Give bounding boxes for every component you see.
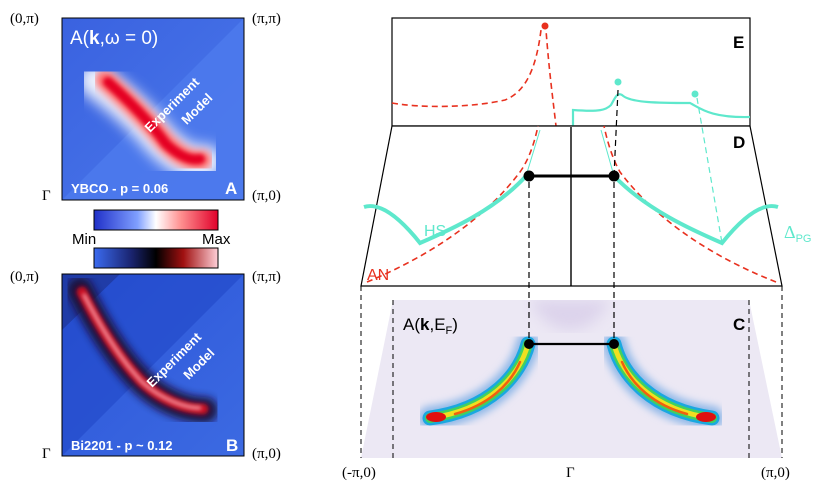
- panel-d-teal-dashed: [696, 97, 723, 244]
- panel-a-corner-top-right: (π,π): [252, 11, 281, 27]
- panel-d-hs-label: HS: [424, 223, 446, 240]
- panel-e-red-curve: [391, 24, 557, 127]
- panel-e-letter: E: [733, 33, 744, 52]
- colorbar-bottom: [93, 247, 219, 269]
- panel-e-red-peak-dot: [541, 22, 549, 30]
- panel-c-title: A(k,EF): [403, 315, 458, 337]
- colorbar-min-label: Min: [72, 231, 96, 248]
- panel-c-dot-right: [609, 339, 619, 349]
- panel-a-map: [62, 18, 244, 200]
- panel-b-letter: B: [226, 436, 238, 455]
- panel-b-corner-top-left: (0,π): [10, 269, 39, 285]
- panel-a-letter: A: [225, 179, 237, 198]
- panel-a-caption: YBCO - p = 0.06: [71, 181, 168, 196]
- panel-c-arcs: [418, 300, 724, 430]
- panel-d-an-label: AN: [367, 267, 389, 284]
- panel-a-corner-bottom-left: Γ: [42, 188, 51, 204]
- panel-a-corner-top-left: (0,π): [10, 11, 39, 27]
- x-axis-center-label: Γ: [566, 465, 575, 481]
- panel-a-title: A(k,ω = 0): [70, 28, 158, 49]
- panel-c-letter: C: [733, 315, 745, 334]
- panel-d-red-curve-right: [603, 125, 777, 283]
- panel-e-frame: [391, 17, 751, 127]
- panel-d-teal-thin-right: [600, 129, 615, 177]
- colorbar-top: [93, 209, 219, 231]
- panel-e-teal-dot-1: [614, 78, 622, 86]
- panel-b-caption: Bi2201 - p ~ 0.12: [71, 438, 173, 453]
- panel-b-corner-top-right: (π,π): [252, 269, 281, 285]
- panel-d-teal-hs-right: [612, 174, 779, 246]
- panel-d-red-curve-left: [366, 125, 539, 283]
- panel-b-map: [62, 274, 244, 456]
- panel-b-corner-bottom-right: (π,0): [252, 446, 281, 462]
- panel-d-pg-label: ΔPG: [784, 222, 811, 245]
- panel-d-teal-thin-left: [525, 129, 541, 177]
- panel-d-teal-hs-left: [363, 174, 528, 246]
- panel-a-corner-bottom-right: (π,0): [252, 188, 281, 204]
- x-axis-right-label: (π,0): [761, 465, 790, 481]
- panel-c-dot-left: [524, 339, 534, 349]
- x-axis-left-label: (-π,0): [342, 465, 376, 481]
- panel-e-to-d-dashed: [613, 89, 619, 177]
- panel-d-dot-right: [608, 170, 620, 182]
- panel-e-teal-curve: [571, 93, 751, 126]
- panel-b-corner-bottom-left: Γ: [42, 446, 51, 462]
- panel-d-letter: D: [733, 133, 745, 152]
- panel-d-dot-left: [523, 170, 535, 182]
- colorbar-max-label: Max: [202, 231, 231, 248]
- panel-e-teal-dot-2: [691, 90, 699, 98]
